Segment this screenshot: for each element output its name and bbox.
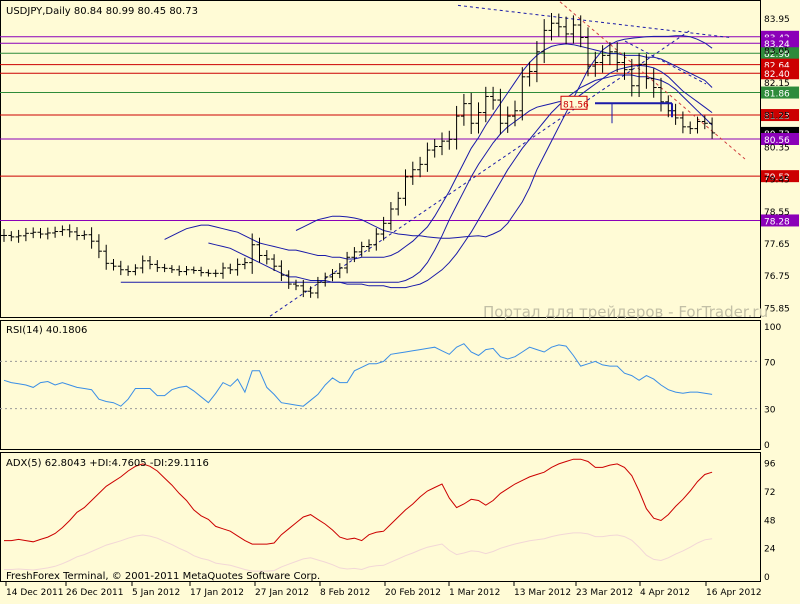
di-line-faint <box>4 532 713 572</box>
adx-tick-label: 96 <box>764 460 776 470</box>
level-label: 80.56 <box>764 136 790 146</box>
date-tick-label: 23 Mar 2012 <box>576 588 633 598</box>
rsi-tick-label: 100 <box>764 323 781 333</box>
adx-tick-label: 72 <box>764 488 775 498</box>
bollinger-inner-upper <box>164 43 713 260</box>
rsi-line <box>3 343 713 407</box>
level-label: 78.28 <box>764 217 790 227</box>
price-tick-label: 76.75 <box>764 272 790 282</box>
rsi-frame <box>0 320 761 450</box>
bollinger-outer-lower <box>120 64 713 283</box>
panel-frames <box>0 0 761 582</box>
trendline-short <box>624 40 707 85</box>
date-tick-label: 27 Jan 2012 <box>255 588 309 598</box>
level-label: 82.64 <box>764 62 790 72</box>
date-tick-label: 16 Apr 2012 <box>706 588 762 598</box>
adx-frame <box>0 452 761 582</box>
watermark: Портал для трейдеров - ForTrader.ru <box>483 303 768 321</box>
price-tick-label: 79.45 <box>764 176 790 186</box>
price-tick-label: 78.55 <box>764 208 790 218</box>
level-label-box <box>761 47 799 60</box>
symbol-header: USDJPY,Daily 80.84 80.99 80.45 80.73 <box>6 6 198 17</box>
level-label-box <box>761 170 799 183</box>
price-frame <box>0 0 761 318</box>
date-tick-label: 13 Mar 2012 <box>514 588 571 598</box>
date-tick-label: 14 Dec 2011 <box>6 588 64 598</box>
date-tick-label: 17 Jan 2012 <box>190 588 244 598</box>
price-tick-label: 77.65 <box>764 240 790 250</box>
level-label: 82.96 <box>764 50 790 60</box>
adx-tick-label: 48 <box>764 516 776 526</box>
adx-panel: 96 72 48 24 0 <box>4 458 776 583</box>
adx-tick-label: 24 <box>764 545 776 555</box>
rsi-header: RSI(14) 40.1806 <box>6 325 87 336</box>
date-tick-label: 20 Feb 2012 <box>385 588 441 598</box>
level-label-box <box>761 109 799 122</box>
date-axis: 14 Dec 2011 26 Dec 2011 5 Jan 2012 17 Jan 2… <box>5 582 762 598</box>
price-tick-label: 75.85 <box>764 304 790 314</box>
rsi-tick-label: 0 <box>764 441 770 451</box>
price-tick-label: 83.95 <box>764 15 790 25</box>
level-label: 81.23 <box>764 112 790 122</box>
rsi-panel: 100 70 30 0 <box>0 323 781 451</box>
adx-header: ADX(5) 62.8043 +DI:4.7605 -DI:29.1116 <box>6 458 209 469</box>
price-tick-label: 83.05 <box>764 47 790 57</box>
footer-copyright: FreshForex Terminal, © 2001-2011 MetaQuo… <box>6 571 320 582</box>
level-label: 81.86 <box>764 90 790 100</box>
price-tick-label: 82.15 <box>764 79 790 89</box>
level-label-box <box>761 214 799 227</box>
level-label-box <box>761 67 799 80</box>
date-tick-label: 5 Jan 2012 <box>132 588 180 598</box>
date-tick-label: 8 Feb 2012 <box>320 588 370 598</box>
level-label-box <box>761 30 799 43</box>
date-tick-label: 26 Dec 2011 <box>66 588 124 598</box>
level-label: 79.52 <box>764 173 790 183</box>
trendline-red <box>559 1 746 160</box>
price-tick-label: 81.25 <box>764 111 790 121</box>
level-label: 82.40 <box>764 70 790 80</box>
level-label-box <box>761 58 799 71</box>
adx-line <box>4 458 713 545</box>
adx-tick-label: 0 <box>764 573 770 583</box>
level-label: 83.24 <box>764 40 790 50</box>
rsi-tick-label: 70 <box>764 358 776 368</box>
price-tick-label: 80.35 <box>764 143 790 153</box>
date-tick-label: 1 Mar 2012 <box>449 588 500 598</box>
trendline-resistance <box>457 4 731 39</box>
price-panel: 83.4283.2482.9682.6482.4081.8681.2380.73… <box>0 1 799 317</box>
annotation-box <box>560 95 588 110</box>
bollinger-inner-lower <box>208 74 713 289</box>
level-label-box <box>761 132 799 145</box>
bollinger-outer-upper <box>295 35 713 239</box>
date-tick-label: 4 Apr 2012 <box>640 588 690 598</box>
level-label-box <box>761 86 799 99</box>
annotation-label: 81.56 <box>563 100 589 110</box>
level-label-box <box>761 37 799 50</box>
rsi-tick-label: 30 <box>764 406 776 416</box>
